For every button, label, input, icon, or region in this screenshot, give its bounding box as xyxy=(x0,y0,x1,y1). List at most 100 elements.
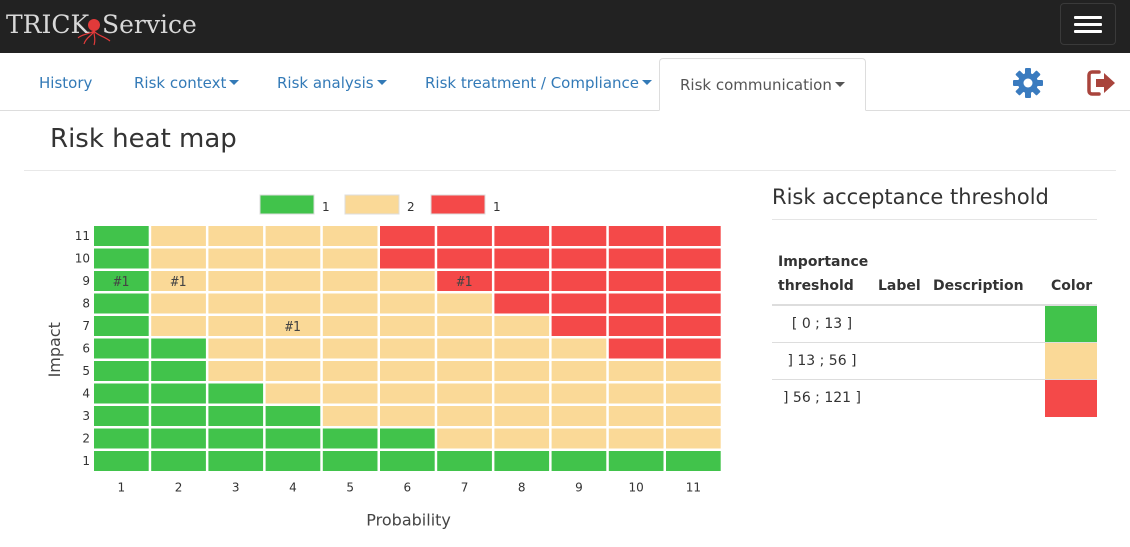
chevron-down-icon xyxy=(642,80,652,85)
heatmap-cell xyxy=(322,361,378,381)
gear-icon[interactable] xyxy=(1012,67,1044,99)
top-navbar: TRICK Service xyxy=(0,0,1130,53)
heatmap-cell xyxy=(380,293,435,314)
threshold-color-2 xyxy=(1045,343,1097,380)
heatmap-cell xyxy=(437,451,492,471)
heatmap-cell xyxy=(322,406,378,426)
chevron-down-icon xyxy=(376,80,387,85)
x-tick-label: 1 xyxy=(118,481,126,495)
risk-marker-label: #1 xyxy=(114,275,130,290)
heatmap-cell xyxy=(608,451,664,471)
heatmap-cell xyxy=(208,451,264,471)
menu-toggle-button[interactable] xyxy=(1060,3,1116,45)
heatmap-cell xyxy=(494,428,550,449)
heatmap-cell xyxy=(608,406,664,426)
page-title: Risk heat map xyxy=(50,124,237,154)
col-label: Label xyxy=(878,278,921,294)
heatmap-cell xyxy=(380,383,435,404)
heatmap-cell xyxy=(380,406,435,426)
brand-trick-text: TRICK xyxy=(6,10,91,39)
tab-history[interactable]: History xyxy=(39,53,92,111)
heatmap-cell xyxy=(322,271,378,291)
tab-risk-treatment[interactable]: Risk treatment / Compliance xyxy=(425,53,652,111)
heatmap-cell xyxy=(666,271,721,291)
heatmap-cell xyxy=(608,226,664,246)
heatmap-cell xyxy=(151,248,206,269)
y-axis-title: Impact xyxy=(45,322,64,377)
heatmap-cell xyxy=(151,383,206,404)
heatmap-cell xyxy=(494,383,550,404)
sign-out-icon[interactable] xyxy=(1086,67,1118,99)
heatmap-cell xyxy=(208,406,264,426)
heatmap-cell xyxy=(494,226,550,246)
tab-risk-analysis-label: Risk analysis xyxy=(277,74,374,92)
heatmap-cell xyxy=(437,383,492,404)
heatmap-cell xyxy=(265,226,321,246)
heatmap-cell xyxy=(265,316,321,336)
heatmap-cell xyxy=(94,271,149,291)
y-tick-label: 3 xyxy=(82,409,90,423)
heatmap-cell xyxy=(151,338,206,359)
heatmap-cell xyxy=(208,271,264,291)
heatmap-cell xyxy=(666,293,721,314)
heatmap-cell xyxy=(208,248,264,269)
heatmap-cell xyxy=(494,361,550,381)
heatmap-cell xyxy=(494,406,550,426)
heatmap-cell xyxy=(151,316,206,336)
risk-marker-label: #1 xyxy=(457,275,473,290)
heatmap-cell xyxy=(608,383,664,404)
x-tick-label: 4 xyxy=(289,481,297,495)
heatmap-cell xyxy=(94,248,149,269)
heatmap-cell xyxy=(380,248,435,269)
threshold-range-2: ] 13 ; 56 ] xyxy=(787,353,857,369)
tab-risk-treatment-label: Risk treatment / Compliance xyxy=(425,74,639,92)
legend-swatch xyxy=(430,194,486,215)
brand-service-text: Service xyxy=(102,10,197,39)
heatmap-cell xyxy=(494,293,550,314)
legend-count: 2 xyxy=(407,200,415,214)
heatmap-cell xyxy=(437,361,492,381)
tab-risk-communication[interactable]: Risk communication xyxy=(659,58,866,111)
heatmap-cell xyxy=(437,338,492,359)
heatmap-cell xyxy=(437,293,492,314)
acceptance-divider xyxy=(772,219,1097,220)
heatmap-cell xyxy=(265,248,321,269)
heatmap-cell xyxy=(94,428,149,449)
heatmap-cell xyxy=(380,271,435,291)
heatmap-cell xyxy=(380,361,435,381)
col-threshold-line1: Importance xyxy=(778,254,869,270)
acceptance-title: Risk acceptance threshold xyxy=(772,185,1049,209)
heatmap-cell xyxy=(322,451,378,471)
chevron-down-icon xyxy=(229,80,240,85)
heatmap-cell xyxy=(551,383,607,404)
heatmap-cell xyxy=(551,316,607,336)
heatmap-cell xyxy=(151,428,206,449)
y-tick-label: 4 xyxy=(82,387,90,401)
x-tick-label: 8 xyxy=(518,481,526,495)
heatmap-cell xyxy=(608,293,664,314)
col-color: Color xyxy=(1051,278,1093,294)
tab-risk-context[interactable]: Risk context xyxy=(134,53,240,111)
y-tick-label: 10 xyxy=(75,252,90,266)
heatmap-cell xyxy=(437,428,492,449)
heatmap-cell xyxy=(94,361,149,381)
heatmap-cell xyxy=(265,293,321,314)
heatmap-cell xyxy=(380,338,435,359)
heatmap-cell xyxy=(94,451,149,471)
heatmap-cell xyxy=(608,428,664,449)
heatmap-cell xyxy=(265,271,321,291)
heatmap-cell xyxy=(265,428,321,449)
tab-risk-analysis[interactable]: Risk analysis xyxy=(277,53,387,111)
tab-history-label: History xyxy=(39,74,93,92)
heatmap-cell xyxy=(666,451,721,471)
x-axis-title: Probability xyxy=(366,511,451,530)
heatmap-cell xyxy=(208,293,264,314)
heatmap-cell xyxy=(608,361,664,381)
legend-count: 1 xyxy=(322,200,330,214)
legend-swatch xyxy=(259,194,315,215)
trick-service-logo[interactable]: TRICK Service xyxy=(6,6,206,48)
x-tick-label: 11 xyxy=(686,481,701,495)
heatmap-cell xyxy=(666,428,721,449)
heatmap-cell xyxy=(666,383,721,404)
tab-risk-communication-label: Risk communication xyxy=(680,76,832,94)
